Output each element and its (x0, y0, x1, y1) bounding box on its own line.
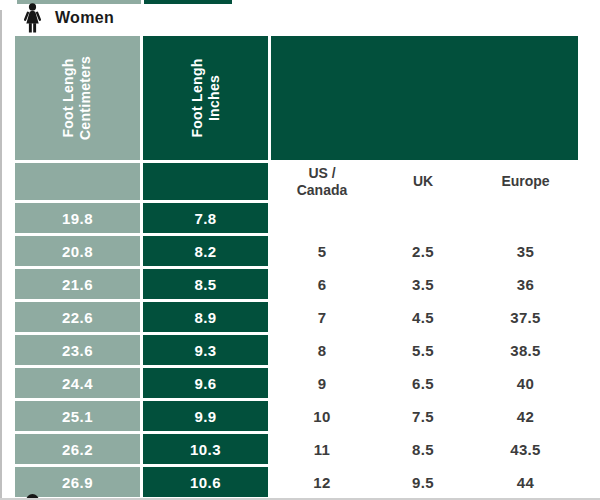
cell-europe: 43.5 (473, 434, 578, 464)
subheader-inch-empty-cell (143, 163, 271, 200)
cell-uk: 3.5 (373, 269, 473, 299)
cell-us-canada: 5 (271, 236, 373, 266)
header-inch-label: Foot Lengh Inches (188, 58, 222, 137)
cell-inch: 8.5 (143, 269, 271, 299)
cell-us-canada: 7 (271, 302, 373, 332)
cell-inch: 8.2 (143, 236, 271, 266)
cell-inch: 10.3 (143, 434, 271, 464)
cell-cm: 21.6 (15, 269, 143, 299)
subheader-europe: Europe (473, 163, 578, 200)
cell-europe: 44 (473, 467, 578, 497)
cell-europe: 42 (473, 401, 578, 431)
header-cm-cell: Foot Lengh Centimeters (15, 36, 143, 160)
cell-cm: 22.6 (15, 302, 143, 332)
cell-uk: 9.5 (373, 467, 473, 497)
previous-table-inch-edge (144, 0, 232, 4)
section-title: Women (55, 9, 114, 27)
cell-uk: 7.5 (373, 401, 473, 431)
cell-us-canada: 6 (271, 269, 373, 299)
cell-cm: 23.6 (15, 335, 143, 365)
cell-uk: 6.5 (373, 368, 473, 398)
cell-us-canada (271, 203, 373, 233)
section-header: Women (19, 1, 114, 34)
header-inch-cell: Foot Lengh Inches (143, 36, 271, 160)
cell-inch: 9.3 (143, 335, 271, 365)
left-border-rule (0, 10, 2, 500)
subheader-cm-empty-cell (15, 163, 143, 200)
cell-inch: 9.9 (143, 401, 271, 431)
subheader-us-canada: US / Canada (271, 163, 373, 200)
size-table: Foot Lengh Centimeters Foot Lengh Inches… (15, 36, 578, 497)
cell-uk: 4.5 (373, 302, 473, 332)
cell-inch: 9.6 (143, 368, 271, 398)
cell-inch: 10.6 (143, 467, 271, 497)
cell-europe: 35 (473, 236, 578, 266)
cell-uk: 8.5 (373, 434, 473, 464)
cell-cm: 26.9 (15, 467, 143, 497)
cell-europe: 38.5 (473, 335, 578, 365)
cell-cm: 20.8 (15, 236, 143, 266)
cell-uk: 2.5 (373, 236, 473, 266)
cell-europe: 36 (473, 269, 578, 299)
cell-us-canada: 9 (271, 368, 373, 398)
cell-cm: 26.2 (15, 434, 143, 464)
shoe-size-chart: Women Foot Lengh Centimeters Foot Lengh … (0, 0, 600, 500)
cell-europe: 40 (473, 368, 578, 398)
cell-uk (373, 203, 473, 233)
cell-us-canada: 12 (271, 467, 373, 497)
cell-us-canada: 10 (271, 401, 373, 431)
cell-inch: 7.8 (143, 203, 271, 233)
cell-cm: 19.8 (15, 203, 143, 233)
cell-uk: 5.5 (373, 335, 473, 365)
header-cm-label: Foot Lengh Centimeters (61, 56, 95, 140)
cell-us-canada: 11 (271, 434, 373, 464)
cell-us-canada: 8 (271, 335, 373, 365)
cell-inch: 8.9 (143, 302, 271, 332)
cell-cm: 25.1 (15, 401, 143, 431)
subheader-uk: UK (373, 163, 473, 200)
cell-europe (473, 203, 578, 233)
cell-europe: 37.5 (473, 302, 578, 332)
cell-cm: 24.4 (15, 368, 143, 398)
header-sizes-block (271, 36, 578, 160)
woman-icon (19, 3, 46, 33)
